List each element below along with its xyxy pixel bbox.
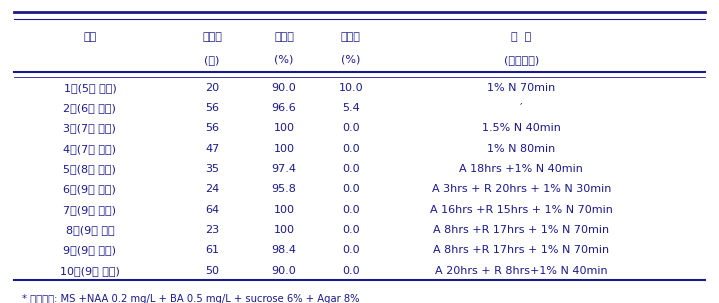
Text: 2차(6월 하순): 2차(6월 하순) — [63, 103, 116, 113]
Text: 56: 56 — [205, 123, 219, 133]
Text: 0.0: 0.0 — [342, 123, 360, 133]
Text: 64: 64 — [205, 205, 219, 215]
Text: 5.4: 5.4 — [342, 103, 360, 113]
Text: 23: 23 — [205, 225, 219, 235]
Text: 6차(9월 상순): 6차(9월 상순) — [63, 184, 116, 194]
Text: 4차(7월 하순): 4차(7월 하순) — [63, 144, 116, 154]
Text: 10.0: 10.0 — [339, 83, 363, 93]
Text: 56: 56 — [205, 103, 219, 113]
Text: (개): (개) — [204, 55, 220, 65]
Text: 0.0: 0.0 — [342, 184, 360, 194]
Text: A 8hrs +R 17hrs + 1% N 70min: A 8hrs +R 17hrs + 1% N 70min — [434, 225, 609, 235]
Text: 96.6: 96.6 — [272, 103, 296, 113]
Text: 1차(5월 상순): 1차(5월 상순) — [63, 83, 116, 93]
Text: 9차(9월 하순): 9차(9월 하순) — [63, 245, 116, 255]
Text: 0.0: 0.0 — [342, 144, 360, 154]
Text: 오염율: 오염율 — [274, 32, 294, 42]
Text: 100: 100 — [273, 123, 295, 133]
Text: 100: 100 — [273, 144, 295, 154]
Text: 95.8: 95.8 — [272, 184, 296, 194]
Text: 7차(9월 중순): 7차(9월 중순) — [63, 205, 116, 215]
Text: 1% N 70min: 1% N 70min — [487, 83, 555, 93]
Text: 비  고: 비 고 — [511, 32, 531, 42]
Text: ′: ′ — [520, 103, 523, 113]
Text: 8차(9월 중순: 8차(9월 중순 — [65, 225, 114, 235]
Text: 47: 47 — [205, 144, 219, 154]
Text: A 20hrs + R 8hrs+1% N 40min: A 20hrs + R 8hrs+1% N 40min — [435, 265, 608, 275]
Text: A 8hrs +R 17hrs + 1% N 70min: A 8hrs +R 17hrs + 1% N 70min — [434, 245, 609, 255]
Text: 0.0: 0.0 — [342, 164, 360, 174]
Text: 0.0: 0.0 — [342, 265, 360, 275]
Text: A 3hrs + R 20hrs + 1% N 30min: A 3hrs + R 20hrs + 1% N 30min — [431, 184, 611, 194]
Text: (멸균방법): (멸균방법) — [503, 55, 539, 65]
Text: 35: 35 — [205, 164, 219, 174]
Text: 90.0: 90.0 — [272, 265, 296, 275]
Text: 0.0: 0.0 — [342, 225, 360, 235]
Text: 98.4: 98.4 — [272, 245, 296, 255]
Text: 발아율: 발아율 — [341, 32, 361, 42]
Text: 5차(8월 하순): 5차(8월 하순) — [63, 164, 116, 174]
Text: (%): (%) — [342, 55, 360, 65]
Text: 치상: 치상 — [83, 32, 96, 42]
Text: * 배지조성: MS +NAA 0.2 mg/L + BA 0.5 mg/L + sucrose 6% + Agar 8%: * 배지조성: MS +NAA 0.2 mg/L + BA 0.5 mg/L +… — [22, 294, 359, 303]
Text: 치상수: 치상수 — [202, 32, 222, 42]
Text: 0.0: 0.0 — [342, 245, 360, 255]
Text: 61: 61 — [205, 245, 219, 255]
Text: 90.0: 90.0 — [272, 83, 296, 93]
Text: A 16hrs +R 15hrs + 1% N 70min: A 16hrs +R 15hrs + 1% N 70min — [430, 205, 613, 215]
Text: 10차(9월 하순): 10차(9월 하순) — [60, 265, 120, 275]
Text: 1% N 80min: 1% N 80min — [487, 144, 555, 154]
Text: 100: 100 — [273, 225, 295, 235]
Text: (%): (%) — [275, 55, 293, 65]
Text: 100: 100 — [273, 205, 295, 215]
Text: A 18hrs +1% N 40min: A 18hrs +1% N 40min — [459, 164, 583, 174]
Text: 0.0: 0.0 — [342, 205, 360, 215]
Text: 3차(7월 중순): 3차(7월 중순) — [63, 123, 116, 133]
Text: 1.5% N 40min: 1.5% N 40min — [482, 123, 561, 133]
Text: 24: 24 — [205, 184, 219, 194]
Text: 20: 20 — [205, 83, 219, 93]
Text: 50: 50 — [205, 265, 219, 275]
Text: 97.4: 97.4 — [272, 164, 296, 174]
